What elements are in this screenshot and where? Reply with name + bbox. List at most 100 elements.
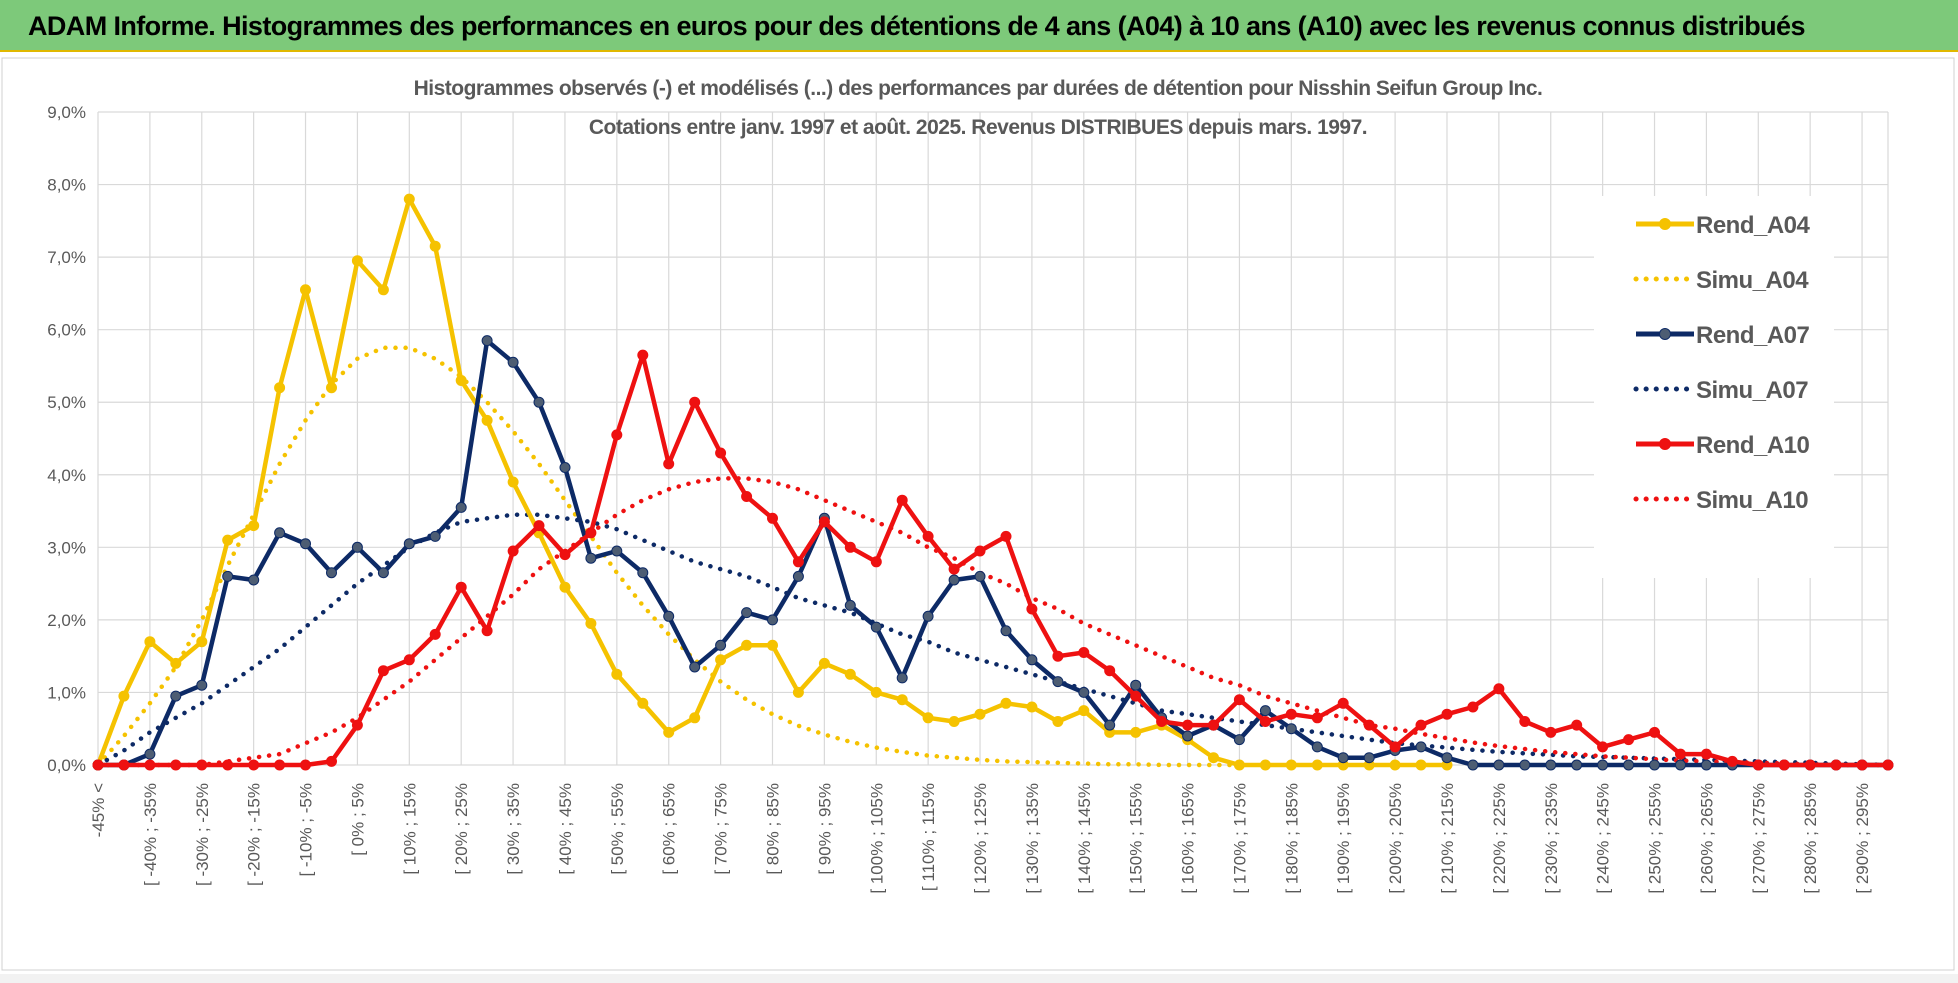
data-point-rend-a07	[741, 607, 753, 619]
x-tick-label: [ -30% ; -25%	[193, 783, 212, 886]
data-point-rend-a10	[1571, 719, 1583, 731]
data-point-rend-a10	[1156, 716, 1168, 727]
data-point-rend-a07	[1337, 752, 1349, 764]
data-point-rend-a07	[222, 570, 234, 582]
data-point-rend-a04	[974, 708, 986, 720]
data-point-rend-a10	[715, 447, 727, 459]
data-point-rend-a10	[1052, 650, 1064, 662]
data-point-rend-a10	[507, 545, 519, 557]
data-point-rend-a07	[1493, 759, 1505, 771]
data-point-rend-a10	[611, 429, 623, 441]
x-tick-label: [ 90% ; 95%	[815, 783, 834, 875]
x-tick-label: [ 40% ; 45%	[556, 783, 575, 875]
data-point-rend-a10	[300, 759, 311, 771]
chart-legend: Rend_A04 Simu_A04 Rend_A07 Simu_A07 Rend_A10…	[1594, 196, 1834, 578]
data-point-rend-a10	[1830, 759, 1842, 771]
data-point-rend-a10	[1311, 712, 1323, 724]
x-tick-label: [ 180% ; 185%	[1282, 783, 1301, 894]
data-point-rend-a10	[1804, 759, 1816, 771]
data-point-rend-a07	[767, 614, 778, 626]
data-point-rend-a04	[870, 686, 882, 698]
data-point-rend-a10	[792, 556, 804, 568]
x-tick-label: [ 290% ; 295%	[1853, 783, 1872, 894]
data-point-rend-a10	[1104, 665, 1116, 677]
data-point-rend-a10	[403, 654, 415, 666]
legend-item-rend-a10: Rend_A10	[1636, 432, 1810, 459]
x-tick-label: [ 220% ; 225%	[1490, 783, 1509, 894]
data-point-rend-a04	[1208, 752, 1219, 764]
data-point-rend-a10	[92, 759, 104, 771]
legend-marker	[1659, 438, 1671, 450]
data-point-rend-a07	[1700, 759, 1712, 771]
data-point-rend-a07	[1623, 759, 1635, 771]
legend-label: Rend_A04	[1696, 212, 1811, 239]
data-point-rend-a10	[1259, 716, 1271, 727]
data-point-rend-a07	[1519, 759, 1531, 771]
x-tick-label: [ 230% ; 235%	[1542, 783, 1561, 894]
data-point-rend-a04	[948, 716, 960, 727]
legend-label: Rend_A07	[1696, 322, 1810, 349]
x-tick-label: [ 80% ; 85%	[763, 783, 782, 875]
data-point-rend-a10	[533, 520, 545, 532]
x-tick-label: [ -40% ; -35%	[141, 783, 160, 886]
data-point-rend-a04	[611, 668, 623, 680]
y-tick-label: 6,0%	[47, 321, 86, 340]
data-point-rend-a10	[741, 491, 753, 502]
data-point-rend-a10	[922, 530, 934, 542]
x-tick-label: [ 0% ; 5%	[348, 783, 367, 856]
data-point-rend-a10	[170, 759, 182, 771]
x-tick-label: [ 210% ; 215%	[1438, 783, 1457, 894]
data-point-rend-a10	[767, 512, 778, 524]
data-point-rend-a07	[429, 530, 441, 542]
data-point-rend-a10	[1208, 719, 1219, 731]
data-point-rend-a10	[1026, 603, 1038, 615]
data-point-rend-a04	[637, 697, 649, 709]
data-point-rend-a04	[844, 668, 856, 680]
data-point-rend-a04	[196, 636, 208, 648]
series-line-rend-a07	[98, 338, 1888, 768]
data-point-rend-a04	[507, 476, 519, 488]
data-point-rend-a10	[1597, 741, 1609, 753]
data-point-rend-a07	[196, 679, 208, 691]
data-point-rend-a10	[429, 628, 441, 640]
data-point-rend-a04	[118, 690, 130, 702]
data-point-rend-a04	[1311, 759, 1323, 771]
y-tick-label: 7,0%	[47, 248, 86, 267]
data-point-rend-a04	[1026, 701, 1038, 713]
x-tick-label: [ 270% ; 275%	[1749, 783, 1768, 894]
data-point-rend-a07	[1233, 734, 1245, 746]
data-point-rend-a07	[1130, 679, 1142, 691]
data-point-rend-a07	[1649, 759, 1660, 771]
legend-marker	[1659, 328, 1671, 340]
data-point-rend-a07	[948, 574, 960, 586]
data-point-rend-a10	[1519, 716, 1531, 727]
data-point-rend-a07	[507, 356, 519, 368]
data-point-rend-a10	[1623, 734, 1635, 746]
y-tick-label: 1,0%	[47, 683, 86, 702]
x-tick-label: [ 140% ; 145%	[1075, 783, 1094, 894]
data-point-rend-a07	[1182, 730, 1194, 742]
x-tick-label: -45% <	[89, 783, 108, 837]
data-point-rend-a07	[870, 621, 882, 633]
data-point-rend-a10	[118, 759, 130, 771]
data-point-rend-a10	[637, 349, 649, 361]
legend-item-simu-a07: Simu_A07	[1633, 377, 1809, 404]
data-point-rend-a07	[144, 748, 156, 760]
data-point-rend-a04	[1389, 759, 1401, 771]
x-tick-label: [ 10% ; 15%	[400, 783, 419, 875]
data-point-rend-a04	[1078, 705, 1090, 717]
data-point-rend-a07	[1104, 719, 1116, 731]
data-point-rend-a07	[1415, 741, 1427, 753]
data-point-rend-a10	[1649, 726, 1660, 738]
data-point-rend-a07	[1545, 759, 1557, 771]
data-point-rend-a10	[1545, 726, 1557, 738]
data-point-rend-a07	[351, 541, 363, 553]
data-point-rend-a04	[1000, 697, 1012, 709]
data-point-rend-a04	[1285, 759, 1297, 771]
x-tick-label: [ 150% ; 155%	[1127, 783, 1146, 894]
legend-item-rend-a07: Rend_A07	[1636, 322, 1810, 349]
data-point-rend-a10	[455, 581, 467, 593]
data-point-rend-a10	[1778, 759, 1790, 771]
x-tick-label: [ 190% ; 195%	[1334, 783, 1353, 894]
data-point-rend-a04	[144, 636, 156, 648]
